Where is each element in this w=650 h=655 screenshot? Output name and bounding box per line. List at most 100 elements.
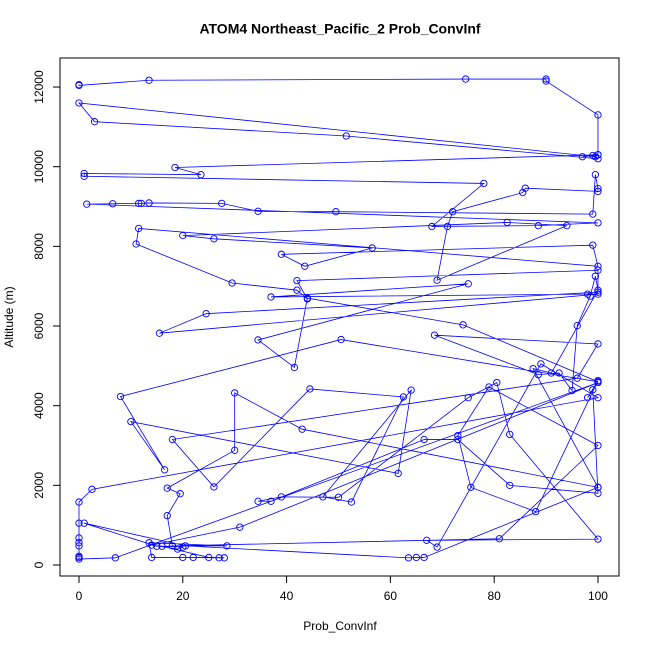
data-point — [210, 483, 218, 491]
data-point — [589, 151, 597, 160]
data-point — [160, 466, 169, 474]
plot-frame — [59, 57, 620, 577]
data-point — [301, 262, 309, 270]
data-point — [368, 244, 376, 252]
x-tick-label: 40 — [280, 589, 294, 603]
data-point — [532, 507, 540, 516]
data-point — [176, 490, 184, 498]
data-point — [75, 498, 83, 506]
data-point — [443, 222, 452, 231]
data-point — [506, 481, 514, 489]
data-point — [153, 542, 161, 550]
data-point — [218, 199, 226, 207]
data-point — [537, 360, 545, 368]
data-point — [594, 290, 602, 298]
data-point — [148, 541, 156, 549]
data-point — [163, 484, 171, 492]
data-point — [534, 370, 542, 379]
data-point — [573, 321, 581, 330]
data-point — [594, 378, 602, 387]
data-point — [267, 497, 275, 505]
data-point — [155, 329, 164, 337]
data-point — [109, 200, 117, 208]
data-point — [80, 172, 88, 180]
data-point — [464, 394, 472, 402]
data-point — [594, 151, 602, 159]
data-point — [80, 169, 88, 178]
data-point — [547, 369, 555, 377]
y-axis-label: Altitude (m) — [2, 286, 16, 347]
data-point — [306, 385, 314, 393]
data-point — [303, 294, 311, 302]
data-point — [589, 241, 597, 249]
data-point — [145, 199, 153, 207]
x-tick-label: 20 — [176, 589, 190, 603]
data-point — [137, 199, 145, 207]
data-point — [534, 221, 542, 230]
data-point — [433, 276, 441, 284]
data-point — [90, 118, 99, 126]
y-tick-label: 2000 — [32, 472, 46, 499]
data-point — [586, 292, 594, 300]
chart-title: ATOM4 Northeast_Pacific_2 Prob_ConvInf — [199, 21, 480, 37]
data-point — [594, 266, 602, 274]
data-point — [480, 179, 488, 188]
data-point — [337, 335, 345, 344]
data-point — [254, 336, 262, 344]
data-point — [594, 187, 602, 196]
data-point — [594, 288, 602, 296]
data-point — [75, 555, 83, 563]
data-point — [171, 163, 179, 172]
data-point — [173, 545, 182, 553]
data-point — [189, 553, 197, 562]
data-point — [583, 394, 592, 402]
data-point — [145, 76, 153, 84]
data-point — [75, 81, 83, 90]
data-point — [111, 554, 119, 562]
data-point — [205, 553, 213, 562]
data-point — [75, 539, 83, 547]
data-point — [334, 493, 343, 501]
data-point — [495, 535, 504, 543]
data-point — [332, 208, 340, 216]
y-tick-label: 6000 — [32, 312, 46, 339]
data-point — [163, 511, 171, 520]
data-point — [83, 200, 91, 208]
data-point — [594, 376, 602, 385]
x-tick-label: 0 — [76, 589, 83, 603]
data-point — [127, 417, 135, 426]
data-point — [236, 523, 244, 531]
data-point — [589, 386, 597, 394]
data-point — [168, 542, 177, 550]
data-point — [485, 383, 493, 391]
data-point — [594, 535, 602, 543]
data-point — [231, 389, 239, 397]
data-point — [254, 207, 262, 215]
data-point — [594, 219, 602, 227]
data-point — [228, 279, 236, 287]
data-point — [542, 77, 550, 85]
data-point — [75, 534, 83, 542]
data-point — [449, 208, 457, 216]
data-point — [589, 210, 597, 218]
y-tick-label: 10000 — [32, 150, 46, 184]
data-point — [464, 280, 472, 288]
data-point — [342, 132, 350, 140]
data-point — [407, 386, 415, 394]
data-point — [594, 286, 602, 294]
data-point — [75, 542, 83, 550]
data-point — [223, 542, 231, 550]
data-point — [80, 519, 88, 527]
y-tick-label: 8000 — [32, 233, 46, 260]
data-point — [454, 431, 462, 440]
data-point — [298, 425, 306, 433]
data-point — [75, 519, 83, 527]
data-point — [594, 111, 602, 119]
data-point — [433, 543, 441, 551]
data-point — [467, 483, 475, 491]
data-point — [197, 171, 205, 179]
data-point — [135, 224, 143, 233]
data-point — [568, 386, 576, 395]
